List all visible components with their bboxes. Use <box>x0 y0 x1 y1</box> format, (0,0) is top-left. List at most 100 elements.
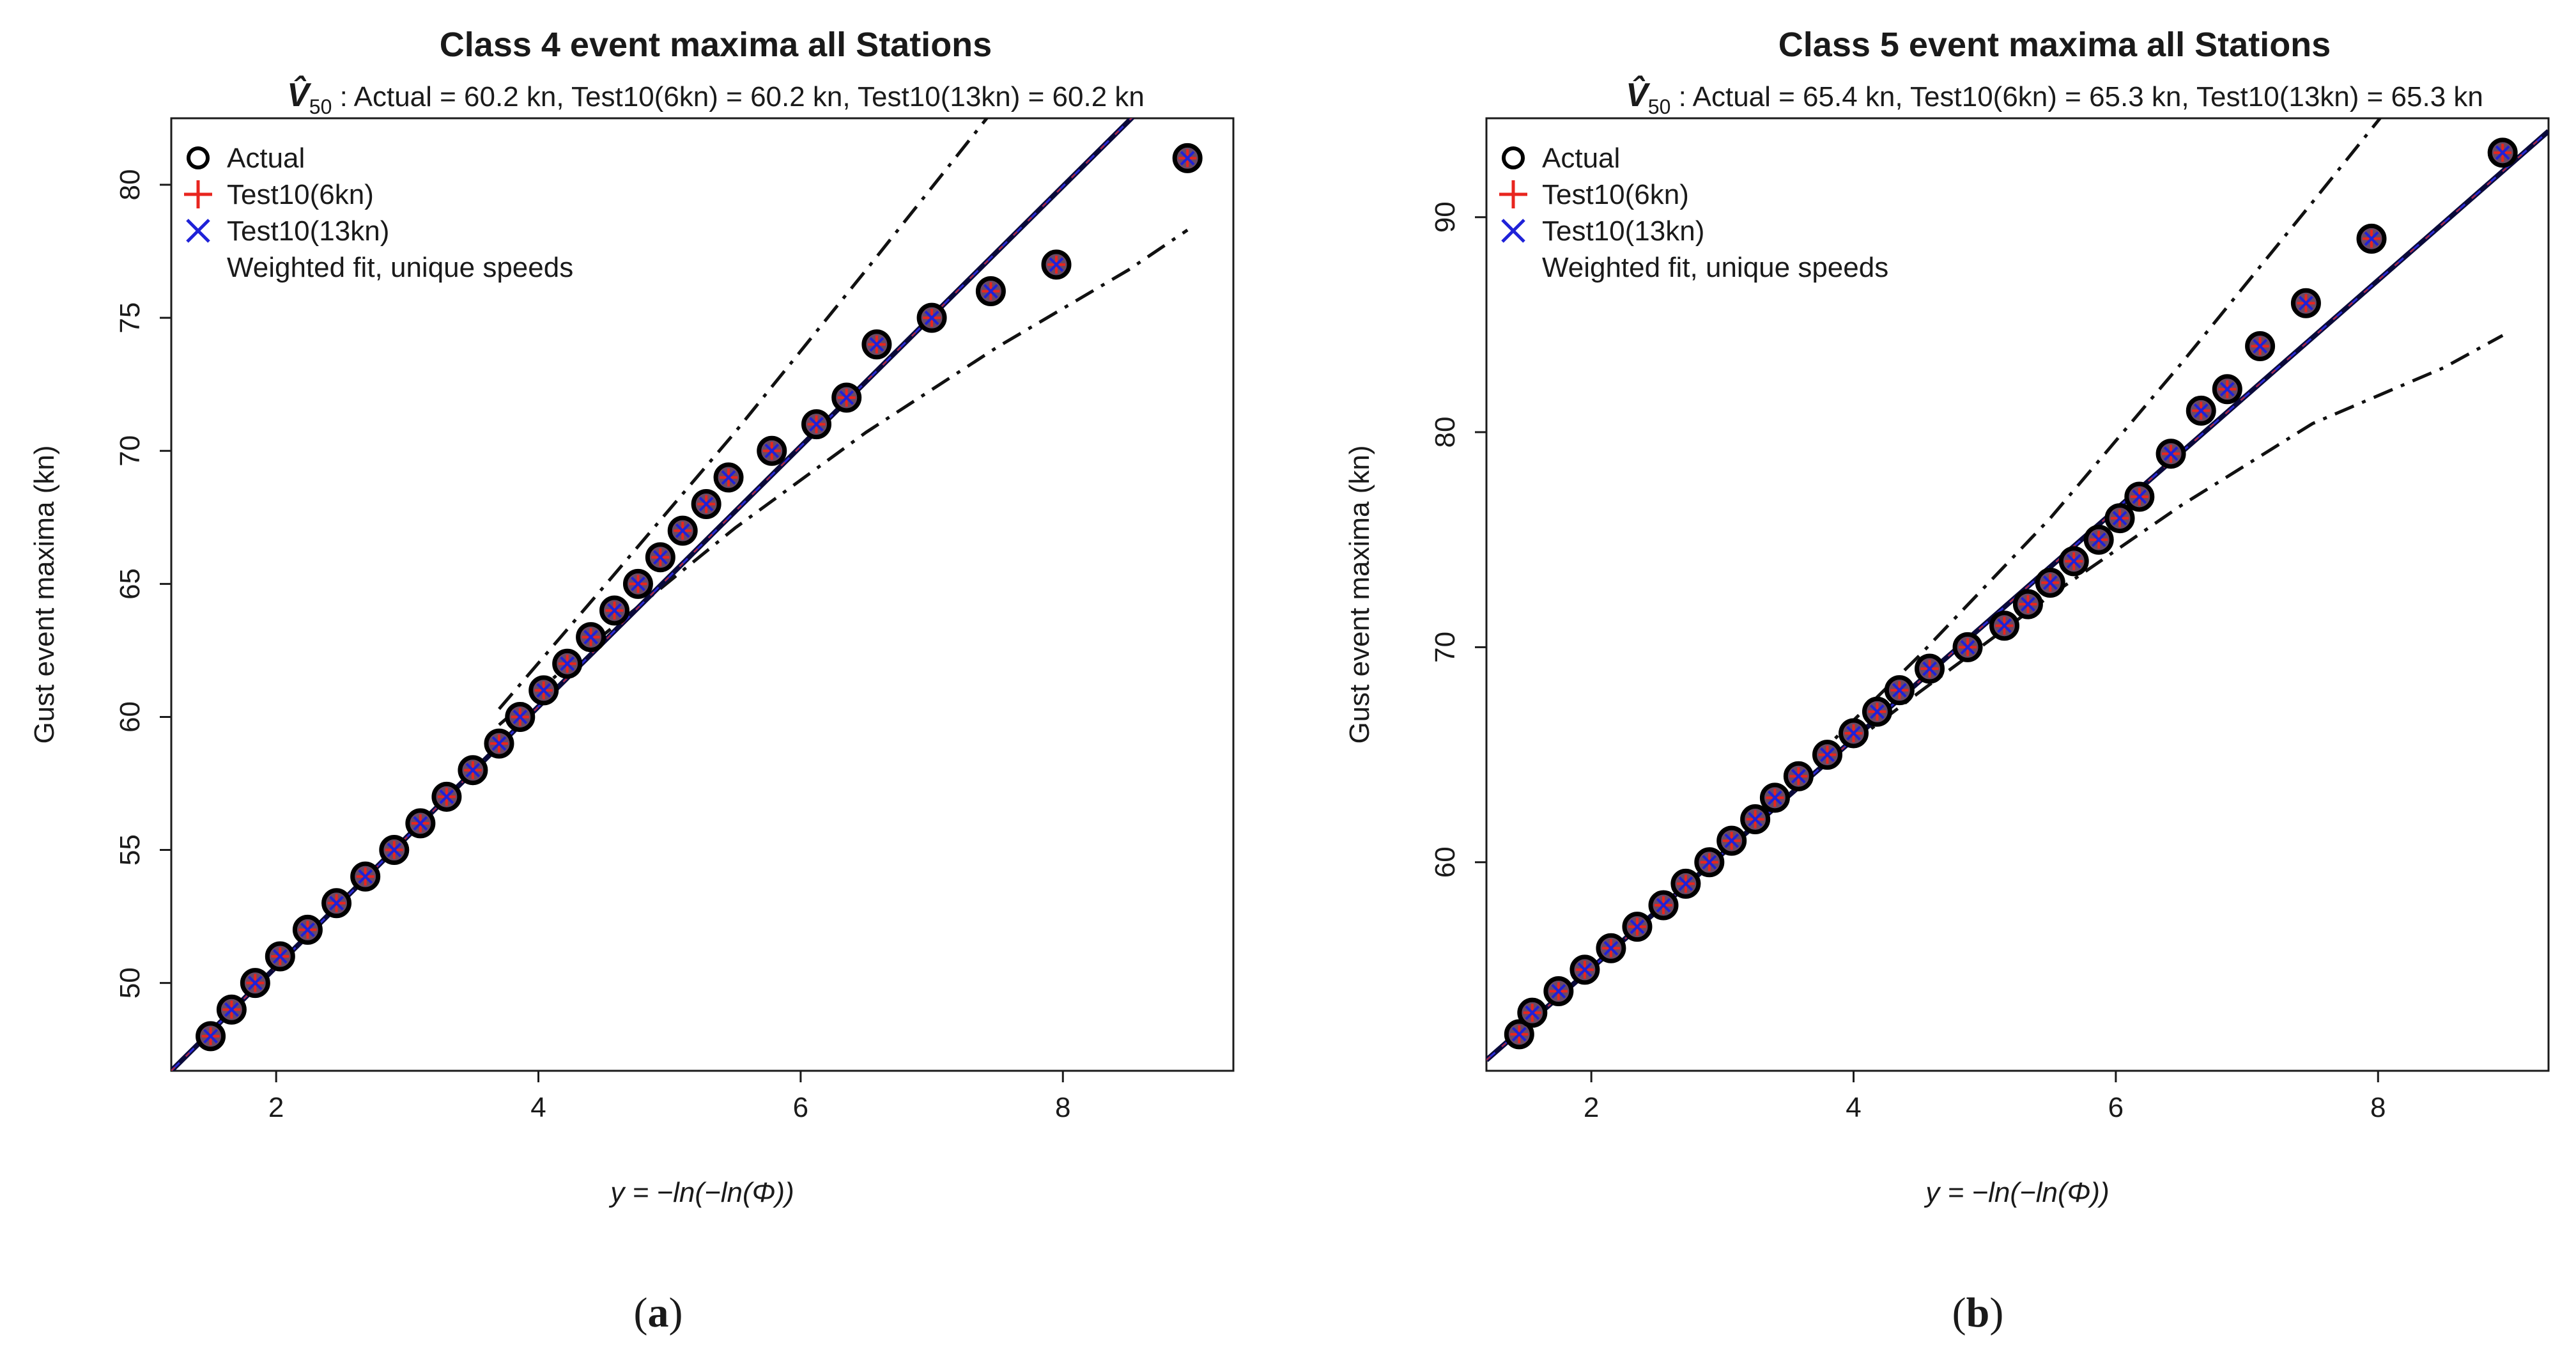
legend: Actual Test10(6kn) Test10(13kn) Weighted fi… <box>184 143 573 283</box>
ci-upper-line <box>1813 118 2382 761</box>
data-point <box>1543 976 1574 1007</box>
data-point <box>1041 249 1072 280</box>
data-point <box>1989 611 2019 641</box>
x-tick-label: 2 <box>1584 1092 1599 1123</box>
chart-title: Class 4 event maxima all Stations <box>440 26 992 64</box>
data-point <box>861 329 892 360</box>
x-axis-label: y = −ln(−ln(Φ)) <box>1924 1177 2109 1208</box>
data-point <box>552 648 583 679</box>
point-test10-13kn-cross <box>1551 984 1566 999</box>
data-point <box>2012 589 2043 619</box>
point-test10-13kn-cross <box>2253 339 2268 354</box>
y-tick-label: 75 <box>114 302 146 334</box>
y-tick-label: 65 <box>114 568 146 600</box>
chart-title: Class 5 event maxima all Stations <box>1778 26 2331 64</box>
legend-item: Test10(13kn) <box>1501 215 1704 247</box>
point-test10-13kn-cross <box>560 656 575 671</box>
data-point <box>599 595 630 626</box>
y-tick-label: 80 <box>1430 417 1461 448</box>
legend-label: Test10(6kn) <box>227 179 374 210</box>
data-point <box>1812 740 1842 770</box>
legend-label: Test10(13kn) <box>227 215 389 247</box>
data-point <box>1570 954 1600 985</box>
subtitle-text: : Actual = 65.4 kn, Test10(6kn) = 65.3 k… <box>1670 81 2483 113</box>
point-test10-13kn-cross <box>2066 554 2081 569</box>
point-test10-13kn-cross <box>1525 1005 1540 1020</box>
subtitle-symbol: V̂ <box>1626 75 1651 114</box>
point-test10-13kn-cross <box>1820 747 1835 762</box>
panel-label-letter: a <box>648 1289 669 1336</box>
legend-label: Weighted fit, unique speeds <box>1542 252 1888 283</box>
point-test10-13kn-cross <box>1870 704 1885 719</box>
point-test10-13kn-cross <box>2193 403 2209 418</box>
point-test10-13kn-cross <box>2042 575 2058 590</box>
point-test10-13kn-cross <box>300 922 315 937</box>
point-test10-13kn-cross <box>2163 446 2179 462</box>
data-point <box>2156 439 2186 469</box>
legend-label: Actual <box>227 143 305 174</box>
x-tick-label: 4 <box>530 1092 546 1123</box>
point-test10-13kn-cross <box>2091 532 2106 547</box>
data-point <box>505 701 536 732</box>
plot-frame <box>170 117 1235 1072</box>
data-point <box>405 808 436 839</box>
point-test10-13kn-cross <box>1511 1027 1527 1042</box>
data-point <box>2104 503 2135 534</box>
point-test10-13kn-cross <box>1577 962 1593 977</box>
y-tick-label: 80 <box>114 169 146 201</box>
data-point <box>1740 804 1771 834</box>
data-point <box>801 409 832 440</box>
axis-ticks: 2 4 6 8 50 55 60 65 70 75 80 <box>114 169 1071 1123</box>
subtitle-symbol: V̂ <box>287 75 312 114</box>
chart-subtitle: V̂50 : Actual = 60.2 kn, Test10(6kn) = 6… <box>287 75 1145 118</box>
panel-label: (b) <box>1952 1289 2004 1336</box>
data-point <box>1517 997 1548 1028</box>
data-point <box>576 622 606 653</box>
point-test10-13kn-cross <box>1656 898 1671 913</box>
data-point <box>379 835 410 866</box>
point-test10-13kn-cross <box>764 443 780 458</box>
data-point <box>1716 825 1747 856</box>
point-test10-13kn-cross <box>2364 231 2379 246</box>
point-test10-13kn-cross <box>869 337 884 352</box>
point-test10-13kn-cross <box>1049 257 1064 272</box>
point-test10-13kn-cross <box>1922 661 1937 676</box>
point-test10-13kn-cross <box>2219 382 2235 397</box>
point-test10-13kn-cross <box>439 789 454 804</box>
point-test10-13kn-cross <box>1630 919 1645 935</box>
data-point <box>1670 868 1701 899</box>
legend-item: Actual <box>187 143 305 174</box>
data-point <box>1915 653 1945 684</box>
point-test10-13kn-cross <box>387 843 402 857</box>
point-test10-13kn-cross <box>358 869 373 884</box>
data-point <box>1648 890 1679 921</box>
data-point <box>292 914 323 945</box>
y-tick-label: 55 <box>114 834 146 866</box>
data-point <box>975 276 1006 307</box>
y-tick-label: 60 <box>1430 846 1461 878</box>
y-axis-label: Gust event maxima (kn) <box>1344 445 1375 743</box>
data-points <box>1504 137 2518 1050</box>
point-test10-13kn-cross <box>2020 596 2035 612</box>
x-axis-label: y = −ln(−ln(Φ)) <box>608 1177 794 1208</box>
data-point <box>240 968 270 999</box>
data-point <box>1884 675 1915 706</box>
legend-plus-icon <box>1499 180 1527 208</box>
legend-cross-icon <box>1501 219 1525 243</box>
y-tick-label: 60 <box>114 701 146 733</box>
point-test10-13kn-cross <box>698 497 714 511</box>
point-test10-13kn-cross <box>631 576 645 591</box>
point-test10-13kn-cross <box>1180 151 1195 166</box>
legend-item: Weighted fit, unique speeds <box>1542 252 1888 283</box>
legend-item: Test10(6kn) <box>1499 179 1689 210</box>
data-point <box>1596 933 1626 963</box>
data-point <box>1952 632 1983 662</box>
x-tick-label: 2 <box>268 1092 284 1123</box>
legend-plus-icon <box>184 180 212 208</box>
data-point <box>2212 374 2242 405</box>
data-point <box>691 488 721 519</box>
data-point <box>1862 696 1892 727</box>
data-point <box>831 382 862 413</box>
data-point <box>1622 912 1653 942</box>
